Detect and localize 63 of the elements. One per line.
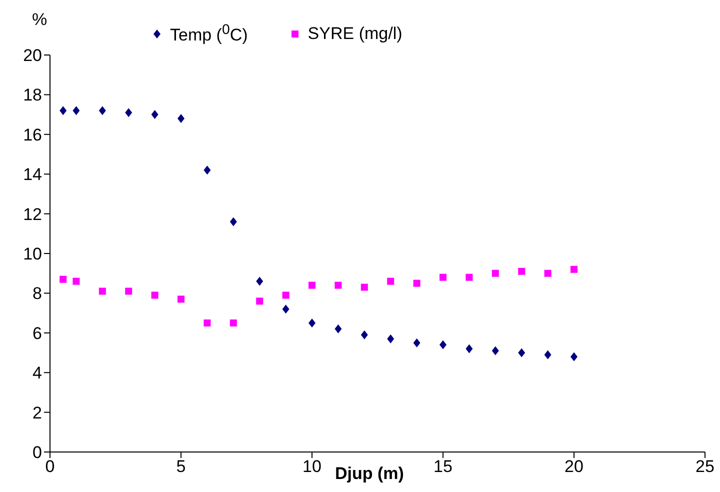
point [204, 166, 211, 175]
point [360, 330, 368, 340]
y-tick-label: 0 [32, 443, 42, 462]
point [256, 298, 264, 305]
point [230, 217, 237, 226]
legend-label: Temp ($^{0}$C) [170, 22, 248, 46]
y-axis-title: % [32, 10, 48, 30]
point [334, 282, 342, 289]
point [570, 266, 578, 273]
point [360, 284, 368, 291]
point [492, 270, 499, 277]
point [60, 276, 67, 283]
x-tick-label: 5 [176, 457, 186, 476]
y-tick-label: 12 [23, 204, 42, 224]
y-tick-label: 14 [23, 165, 42, 184]
point [98, 288, 106, 295]
point [178, 296, 184, 303]
point [518, 268, 526, 275]
point [282, 292, 290, 299]
point [125, 108, 132, 118]
point [492, 346, 499, 356]
x-tick-label: 0 [45, 457, 55, 476]
point [440, 340, 446, 350]
point [151, 292, 158, 299]
x-tick-label: 25 [696, 457, 714, 476]
point [308, 318, 316, 328]
point [230, 319, 237, 326]
point [72, 106, 80, 116]
point [334, 324, 342, 334]
point [125, 288, 132, 295]
point [466, 274, 473, 281]
y-tick-label: 8 [32, 284, 42, 304]
y-tick-label: 4 [32, 364, 42, 383]
point [178, 114, 184, 124]
x-tick-label: 15 [434, 457, 452, 476]
legend-label: SYRE (mg/l) [308, 24, 402, 44]
point [544, 350, 552, 360]
y-tick-label: 20 [23, 46, 42, 66]
point [308, 282, 316, 289]
point [98, 106, 106, 116]
point [440, 274, 446, 281]
y-tick-label: 10 [23, 244, 42, 264]
point [151, 110, 158, 120]
y-tick-label: 6 [32, 324, 42, 343]
point [387, 334, 394, 344]
point [413, 280, 420, 287]
point [570, 352, 578, 362]
x-tick-label: 10 [302, 457, 322, 476]
point [544, 270, 552, 277]
x-tick-label: 20 [564, 457, 584, 476]
point [72, 278, 80, 285]
y-tick-label: 18 [23, 86, 42, 105]
point [387, 278, 394, 285]
point [204, 319, 211, 326]
point [282, 304, 290, 314]
y-tick-label: 2 [32, 403, 42, 422]
point [256, 276, 264, 286]
point [466, 344, 473, 354]
x-axis-title: Djup (m) [335, 464, 404, 484]
y-tick-label: 16 [23, 125, 42, 144]
point [518, 348, 526, 358]
point [60, 106, 67, 116]
point [413, 338, 420, 348]
